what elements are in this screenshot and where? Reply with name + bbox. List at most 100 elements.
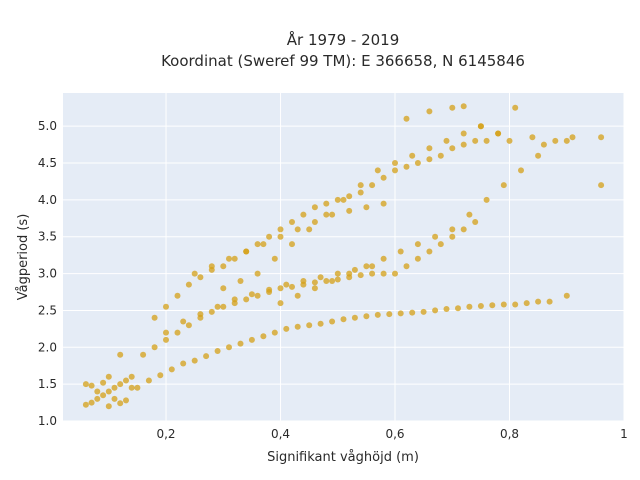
data-point xyxy=(94,395,101,402)
data-point xyxy=(163,336,169,343)
data-point xyxy=(369,263,376,270)
data-point xyxy=(535,298,542,305)
data-point xyxy=(266,286,273,293)
data-point xyxy=(403,163,410,170)
data-point xyxy=(300,278,307,284)
data-point xyxy=(346,193,353,200)
data-point xyxy=(409,309,416,316)
data-point xyxy=(477,123,484,130)
data-point xyxy=(472,219,479,225)
data-point xyxy=(191,357,198,364)
data-point xyxy=(523,300,530,307)
data-point xyxy=(437,241,444,248)
data-point xyxy=(254,270,261,277)
data-point xyxy=(271,329,278,336)
data-point xyxy=(311,285,318,292)
y-axis-ticks: 1.0 1.5 2.0 2.5 3.0 3.5 4.0 4.5 5.0 xyxy=(38,119,57,428)
data-point xyxy=(518,167,524,174)
data-point xyxy=(489,302,496,309)
data-point xyxy=(340,316,347,323)
data-point xyxy=(432,233,439,240)
data-point xyxy=(426,108,433,115)
data-point xyxy=(495,130,502,137)
data-point xyxy=(426,248,433,255)
x-axis-ticks: 0,2 0,4 0,6 0,8 1 xyxy=(156,427,627,441)
y-tick-label: 3.5 xyxy=(38,230,57,244)
data-point xyxy=(455,305,461,312)
data-point xyxy=(163,329,169,336)
data-point xyxy=(260,241,267,248)
data-point xyxy=(145,377,152,384)
data-point xyxy=(380,255,387,262)
data-point xyxy=(449,104,456,111)
data-point xyxy=(123,377,129,384)
data-point xyxy=(283,281,290,288)
data-point xyxy=(248,336,255,343)
data-point xyxy=(334,270,341,277)
data-point xyxy=(157,372,164,379)
data-point xyxy=(563,137,570,144)
data-point xyxy=(94,388,101,395)
data-point xyxy=(334,196,341,203)
data-point xyxy=(128,384,135,391)
data-point xyxy=(357,272,364,279)
data-point xyxy=(334,276,341,283)
data-point xyxy=(289,283,295,290)
data-point xyxy=(105,373,112,380)
data-point xyxy=(185,322,192,329)
data-point xyxy=(197,274,204,281)
data-point xyxy=(397,310,404,317)
data-point xyxy=(208,263,215,270)
data-point xyxy=(500,301,507,308)
data-point xyxy=(294,226,301,233)
y-tick-label: 2.0 xyxy=(38,340,57,354)
data-point xyxy=(563,292,570,299)
data-point xyxy=(111,384,118,391)
y-tick-label: 3.0 xyxy=(38,267,57,281)
data-point xyxy=(203,353,210,360)
data-point xyxy=(397,248,404,255)
data-point xyxy=(380,174,387,181)
data-point xyxy=(231,255,238,262)
data-point xyxy=(374,311,381,318)
chart-title: År 1979 - 2019 xyxy=(287,30,400,49)
data-point xyxy=(311,204,318,211)
data-point xyxy=(306,322,313,329)
chart-subtitle: Koordinat (Sweref 99 TM): E 366658, N 61… xyxy=(161,52,525,70)
data-point xyxy=(208,308,215,315)
data-point xyxy=(317,320,324,327)
data-point xyxy=(437,152,444,159)
data-point xyxy=(88,382,95,389)
data-point xyxy=(466,303,473,310)
data-point xyxy=(460,141,467,148)
data-point xyxy=(529,134,536,141)
y-tick-label: 2.5 xyxy=(38,303,57,317)
data-point xyxy=(294,292,301,299)
y-tick-label: 4.0 xyxy=(38,193,57,207)
data-point xyxy=(82,381,89,388)
data-point xyxy=(329,278,336,284)
data-point xyxy=(460,130,467,137)
data-point xyxy=(220,285,227,292)
data-point xyxy=(426,156,433,163)
data-point xyxy=(443,306,450,312)
data-point xyxy=(237,278,244,284)
data-point xyxy=(254,292,261,299)
data-point xyxy=(500,182,507,189)
y-tick-label: 1.5 xyxy=(38,377,57,391)
data-point xyxy=(449,226,456,233)
data-point xyxy=(460,103,467,110)
data-point xyxy=(386,311,393,318)
data-point xyxy=(369,270,376,277)
data-point xyxy=(357,182,364,189)
data-point xyxy=(449,233,456,240)
data-point xyxy=(329,318,336,325)
data-point xyxy=(483,137,490,144)
data-point xyxy=(403,115,410,122)
data-point xyxy=(163,303,169,310)
data-point xyxy=(105,388,112,395)
data-point xyxy=(369,182,376,189)
data-point xyxy=(128,373,135,380)
data-point xyxy=(466,211,473,218)
gridlines xyxy=(63,93,625,422)
